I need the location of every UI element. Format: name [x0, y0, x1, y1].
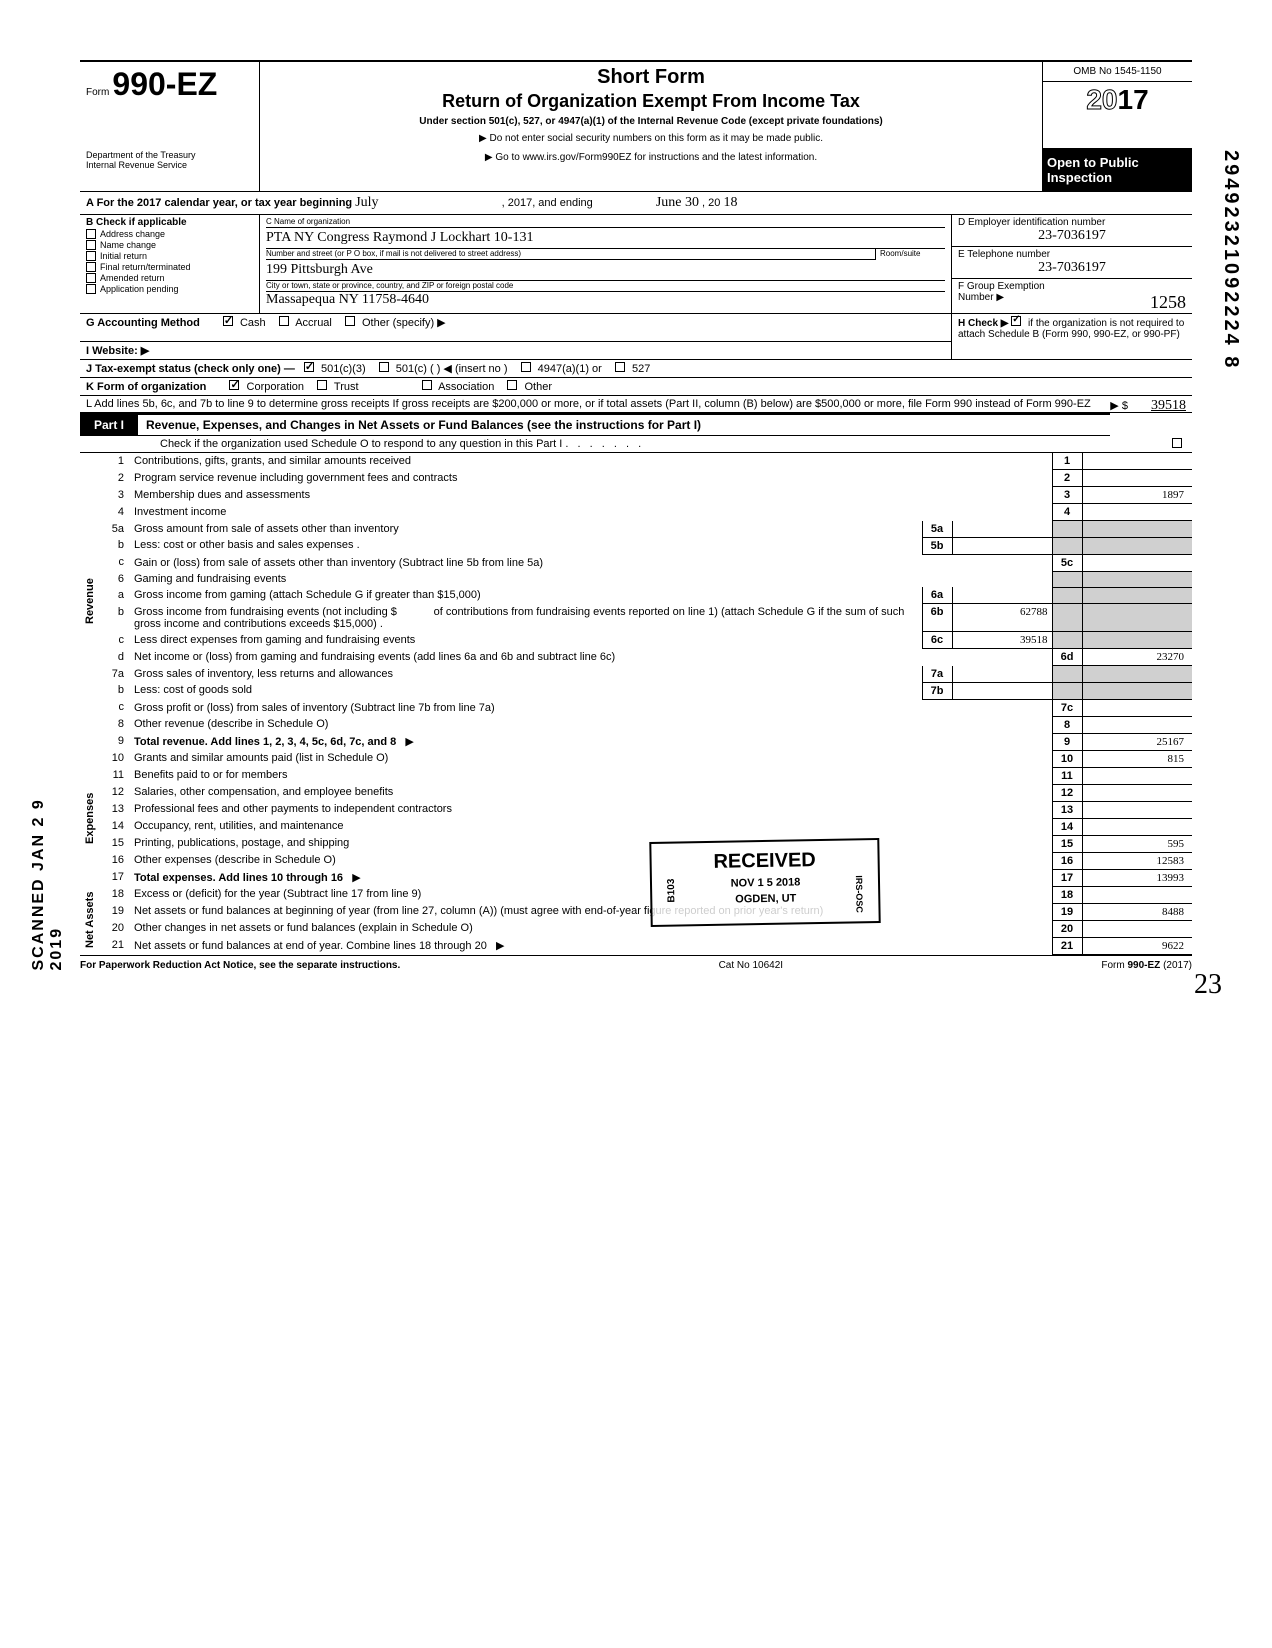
check-pending[interactable]: Application pending [86, 284, 253, 294]
check-initial[interactable]: Initial return [86, 251, 253, 261]
d-cell: D Employer identification number 23-7036… [952, 215, 1192, 247]
footer: For Paperwork Reduction Act Notice, see … [80, 955, 1192, 971]
row-a: A For the 2017 calendar year, or tax yea… [80, 192, 1192, 215]
c-name-label: C Name of organization [266, 217, 945, 228]
row-l: L Add lines 5b, 6c, and 7b to line 9 to … [80, 396, 1192, 413]
form-container: 29492321092224 8 SCANNED JAN 2 9 2019 Fo… [80, 60, 1192, 971]
line10-value: 815 [1082, 750, 1192, 767]
received-stamp: RECEIVED B103 NOV 1 5 2018 IRS-OSC OGDEN… [649, 838, 880, 927]
paperwork-notice: For Paperwork Reduction Act Notice, see … [80, 960, 400, 971]
stamp-date: NOV 1 5 2018 [731, 876, 801, 889]
ssn-note: ▶ Do not enter social security numbers o… [268, 133, 1034, 144]
form-footer: Form 990-EZ (2017) [1101, 960, 1192, 971]
line17-value: 13993 [1082, 869, 1192, 886]
schedule-o-checkbox[interactable] [1172, 438, 1182, 448]
room-label: Room/suite [880, 249, 945, 259]
corner-number: 23 [1194, 969, 1222, 1001]
gross-receipts: 39518 [1151, 398, 1186, 413]
street-label: Number and street (or P O box, if mail i… [266, 249, 875, 260]
tax-year: 20201717 [1043, 82, 1192, 118]
line21-value: 9622 [1082, 937, 1192, 954]
trust-checkbox[interactable] [317, 380, 327, 390]
row-i: I Website: ▶ [80, 342, 1192, 360]
line15-value: 595 [1082, 835, 1192, 852]
check-name[interactable]: Name change [86, 240, 253, 250]
line9-value: 25167 [1082, 733, 1192, 750]
dept-row: Department of the Treasury Internal Reve… [80, 148, 1192, 192]
check-address[interactable]: Address change [86, 229, 253, 239]
check-final[interactable]: Final return/terminated [86, 262, 253, 272]
row-k: K Form of organization Corporation Trust… [80, 378, 1192, 396]
check-amended[interactable]: Amended return [86, 273, 253, 283]
other-org-checkbox[interactable] [507, 380, 517, 390]
part1-header: Part I Revenue, Expenses, and Changes in… [80, 413, 1110, 436]
part1-title: Revenue, Expenses, and Changes in Net As… [138, 416, 1110, 434]
irs-label: Internal Revenue Service [86, 160, 253, 170]
527-checkbox[interactable] [615, 362, 625, 372]
line3-value: 1897 [1082, 487, 1192, 504]
501c3-checkbox[interactable] [304, 362, 314, 372]
corp-checkbox[interactable] [229, 380, 239, 390]
stamp-received: RECEIVED [665, 848, 863, 874]
h-checkbox[interactable] [1011, 316, 1021, 326]
section-bcd: B Check if applicable Address change Nam… [80, 215, 1192, 314]
col-b: B Check if applicable Address change Nam… [80, 215, 260, 313]
h-cell: H Check ▶ if the organization is not req… [952, 314, 1192, 342]
line6d-value: 23270 [1082, 649, 1192, 666]
group-exemption: 1258 [1150, 292, 1186, 313]
line6c-value: 39518 [952, 632, 1052, 649]
goto-line: ▶ Go to www.irs.gov/Form990EZ for instru… [260, 148, 1042, 191]
row-j: J Tax-exempt status (check only one) — 5… [80, 360, 1192, 378]
revenue-label: Revenue [80, 453, 100, 750]
accrual-checkbox[interactable] [279, 316, 289, 326]
501c-checkbox[interactable] [379, 362, 389, 372]
line6b-value: 62788 [952, 604, 1052, 632]
header-row: Form 990-EZ Short Form Return of Organiz… [80, 60, 1192, 148]
assoc-checkbox[interactable] [422, 380, 432, 390]
other-checkbox[interactable] [345, 316, 355, 326]
city-label: City or town, state or province, country… [266, 281, 945, 292]
lines-table: Revenue 1Contributions, gifts, grants, a… [80, 453, 1192, 955]
dept-treasury: Department of the Treasury [86, 150, 253, 160]
form-number: 990-EZ [112, 66, 217, 102]
street: 199 Pittsburgh Ave [266, 260, 945, 281]
stamp-ogden: OGDEN, UT [666, 891, 864, 906]
city: Massapequa NY 11758-4640 [266, 292, 945, 308]
cash-checkbox[interactable] [223, 316, 233, 326]
b-header: B Check if applicable [86, 217, 253, 228]
short-form-title: Short Form [268, 66, 1034, 89]
omb-number: OMB No 1545-1150 [1043, 62, 1192, 82]
org-name: PTA NY Congress Raymond J Lockhart 10-13… [266, 228, 945, 249]
header-right: OMB No 1545-1150 20201717 [1042, 62, 1192, 148]
open-public-box: Open to Public Inspection [1042, 148, 1192, 191]
under-section: Under section 501(c), 527, or 4947(a)(1)… [268, 116, 1034, 127]
phone: 23-7036197 [958, 260, 1186, 276]
dept-left: Department of the Treasury Internal Reve… [80, 148, 260, 191]
expenses-label: Expenses [80, 750, 100, 886]
header-left: Form 990-EZ [80, 62, 260, 148]
end-date: June 30 [656, 195, 699, 210]
ein: 23-7036197 [958, 228, 1186, 244]
e-cell: E Telephone number 23-7036197 [952, 247, 1192, 279]
row-g: G Accounting Method Cash Accrual Other (… [80, 314, 1192, 342]
line16-value: 12583 [1082, 852, 1192, 869]
open-public: Open to Public Inspection [1043, 148, 1192, 191]
col-c: C Name of organization PTA NY Congress R… [260, 215, 952, 313]
side-scanned-text: SCANNED JAN 2 9 2019 [30, 760, 66, 971]
begin-date: July [355, 195, 378, 210]
part1-check: Check if the organization used Schedule … [80, 436, 1192, 453]
cat-number: Cat No 10642I [719, 960, 784, 971]
col-de: D Employer identification number 23-7036… [952, 215, 1192, 313]
f-cell: F Group Exemption Number ▶ 1258 [952, 279, 1192, 305]
header-center: Short Form Return of Organization Exempt… [260, 62, 1042, 148]
line19-value: 8488 [1082, 903, 1192, 920]
return-title: Return of Organization Exempt From Incom… [268, 91, 1034, 112]
4947-checkbox[interactable] [521, 362, 531, 372]
form-label: Form [86, 87, 109, 98]
website-label: I Website: ▶ [86, 345, 149, 357]
side-barcode-text: 29492321092224 8 [1219, 150, 1242, 370]
part1-label: Part I [80, 415, 138, 435]
netassets-label: Net Assets [80, 886, 100, 954]
